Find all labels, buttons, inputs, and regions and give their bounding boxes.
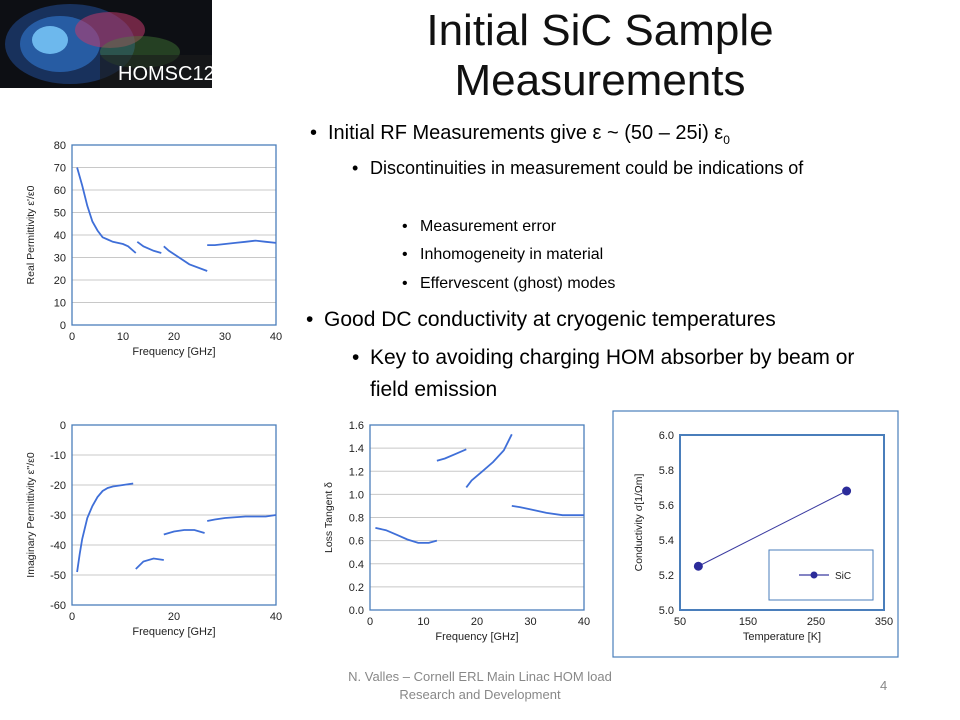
chart-conductivity: 5.0 5.2 5.4 5.6 5.8 6.0 50 150 250 350 Temperature… — [612, 410, 899, 658]
y-tick-label: 1.4 — [349, 443, 364, 455]
x-tick-label: 20 — [168, 331, 180, 343]
y-tick-label: 0.2 — [349, 582, 364, 594]
y-tick-label: 0.4 — [349, 559, 364, 571]
x-tick-label: 10 — [417, 616, 429, 628]
y-axis-label: Real Permittivity ε'/ε0 — [25, 185, 37, 284]
logo-graphic: HOMSC12 — [0, 0, 215, 88]
chart-outer-frame — [612, 410, 899, 658]
series-line-segment-3 — [465, 433, 513, 488]
x-tick-label: 150 — [739, 616, 757, 628]
x-tick-label: 0 — [69, 611, 75, 623]
bullet-dc-conductivity: Good DC conductivity at cryogenic temper… — [306, 308, 776, 332]
data-point — [693, 561, 703, 571]
y-tick-label: -20 — [50, 480, 66, 492]
x-tick-label: 40 — [578, 616, 590, 628]
y-tick-label: 0 — [60, 320, 66, 332]
chart-imaginary-permittivity: -60 -50 -40 -30 -20 -10 0 0 20 40 Frequency [GHz] I… — [25, 420, 282, 638]
x-tick-label: 20 — [168, 611, 180, 623]
legend-marker — [810, 571, 818, 579]
bullet-inhomogeneity: Inhomogeneity in material — [402, 246, 603, 264]
x-tick-label: 20 — [471, 616, 483, 628]
chart-real-permittivity: 0 10 20 30 40 50 60 70 80 0 10 20 30 40 Frequency [GHz… — [25, 140, 282, 358]
y-axis-label: Conductivity σ[1/Ωm] — [633, 474, 645, 572]
series-line-segment-1 — [375, 527, 438, 544]
y-tick-label: 20 — [54, 275, 66, 287]
plot-area-frame — [679, 434, 885, 611]
x-tick-label: 30 — [219, 331, 231, 343]
y-tick-label: -60 — [50, 600, 66, 612]
series-line-segment-2 — [135, 557, 164, 570]
x-axis-label: Frequency [GHz] — [132, 626, 215, 638]
y-tick-label: 1.0 — [349, 489, 364, 501]
logo-text: HOMSC12 — [118, 63, 212, 85]
series-line-segment-4 — [207, 514, 277, 522]
x-tick-label: 10 — [117, 331, 129, 343]
y-tick-label: -40 — [50, 540, 66, 552]
y-tick-label: 70 — [54, 163, 66, 175]
y-axis-label: Imaginary Permittivity ε''/ε0 — [25, 452, 37, 578]
homsc12-logo: HOMSC12 — [0, 0, 215, 88]
legend-label: SiC — [835, 571, 851, 582]
x-tick-label: 40 — [270, 331, 282, 343]
x-tick-label: 250 — [807, 616, 825, 628]
x-tick-label: 30 — [524, 616, 536, 628]
y-axis-label: Loss Tangent δ — [323, 482, 335, 553]
series-line-segment-1 — [76, 167, 137, 254]
bullet-rf-text: Initial RF Measurements give ε ~ (50 – 2… — [328, 122, 724, 144]
y-tick-label: 0.0 — [349, 605, 364, 617]
chart-loss-tangent: 0.0 0.2 0.4 0.6 0.8 1.0 1.2 1.4 1.6 0 10 20 30 40 Freq… — [323, 420, 590, 643]
y-tick-label: 0.8 — [349, 513, 364, 525]
slide-title: Initial SiC Sample Measurements — [426, 6, 774, 105]
series-line-segment-4 — [207, 239, 277, 246]
series-line-segment-2 — [136, 241, 162, 254]
x-tick-label: 0 — [69, 331, 75, 343]
page-number: 4 — [880, 678, 888, 693]
y-tick-label: 10 — [54, 298, 66, 310]
y-tick-label: -10 — [50, 450, 66, 462]
y-tick-label: 30 — [54, 253, 66, 265]
bullet-discontinuities: Discontinuities in measurement could be … — [352, 153, 840, 183]
y-tick-label: 5.0 — [659, 605, 674, 617]
y-tick-label: -30 — [50, 510, 66, 522]
bullet-effervescent-modes: Effervescent (ghost) modes — [402, 275, 615, 293]
y-tick-label: 5.2 — [659, 570, 674, 582]
y-tick-label: 5.4 — [659, 535, 674, 547]
series-line-segment-4 — [511, 505, 584, 517]
series-line — [698, 490, 847, 567]
bullet-measurement-error: Measurement error — [402, 218, 556, 236]
series-line-segment-3 — [163, 529, 205, 536]
y-tick-label: 1.2 — [349, 466, 364, 478]
y-tick-label: 5.8 — [659, 465, 674, 477]
y-tick-label: 80 — [54, 140, 66, 152]
y-tick-label: 5.6 — [659, 500, 674, 512]
x-tick-label: 50 — [674, 616, 686, 628]
x-axis-label: Temperature [K] — [743, 631, 821, 643]
plot-area-frame — [71, 144, 277, 326]
y-tick-label: 50 — [54, 208, 66, 220]
epsilon-subscript: 0 — [723, 133, 730, 147]
plot-area-frame — [369, 424, 585, 611]
x-tick-label: 40 — [270, 611, 282, 623]
series-line-segment-1 — [76, 482, 134, 573]
y-tick-label: 6.0 — [659, 430, 674, 442]
bullet-charging-hom: Key to avoiding charging HOM absorber by… — [352, 342, 870, 406]
x-tick-label: 0 — [367, 616, 373, 628]
y-tick-label: 0.6 — [349, 536, 364, 548]
y-tick-label: -50 — [50, 570, 66, 582]
y-tick-label: 60 — [54, 185, 66, 197]
x-axis-label: Frequency [GHz] — [435, 631, 518, 643]
x-axis-label: Frequency [GHz] — [132, 346, 215, 358]
data-point — [842, 486, 852, 496]
y-tick-label: 1.6 — [349, 420, 364, 432]
x-tick-label: 350 — [875, 616, 893, 628]
y-tick-label: 0 — [60, 420, 66, 432]
bullet-rf-measurements: Initial RF Measurements give ε ~ (50 – 2… — [310, 122, 730, 147]
footer-text: N. Valles – Cornell ERL Main Linac HOM l… — [348, 669, 612, 702]
series-line-segment-2 — [436, 448, 467, 462]
series-line-segment-3 — [163, 245, 208, 272]
y-tick-label: 40 — [54, 230, 66, 242]
